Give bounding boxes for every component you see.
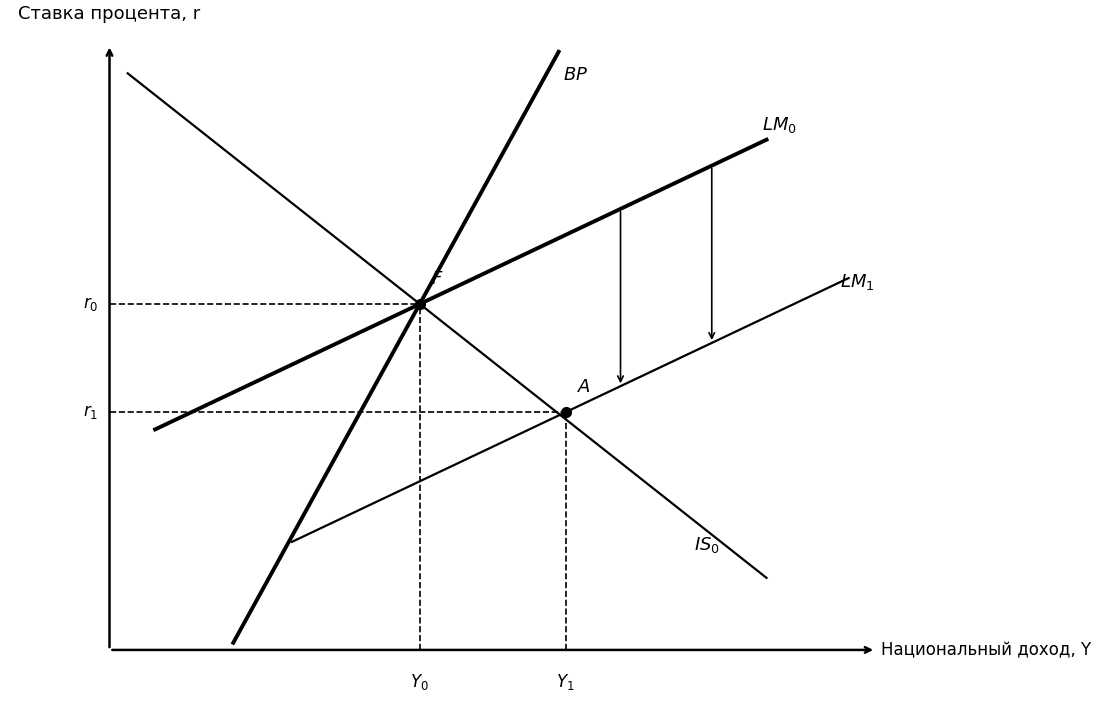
- Text: $IS_0$: $IS_0$: [694, 534, 719, 554]
- Text: Ставка процента, r: Ставка процента, r: [19, 5, 200, 23]
- Text: $r_0$: $r_0$: [83, 295, 98, 313]
- Text: $LM_1$: $LM_1$: [839, 272, 874, 292]
- Text: $A$: $A$: [577, 378, 590, 396]
- Text: $r_1$: $r_1$: [83, 403, 98, 421]
- Text: $BP$: $BP$: [563, 66, 588, 84]
- Text: $Y_0$: $Y_0$: [410, 671, 430, 692]
- Text: $Y_1$: $Y_1$: [556, 671, 575, 692]
- Text: Национальный доход, Y: Национальный доход, Y: [881, 641, 1091, 659]
- Text: $F$: $F$: [431, 270, 444, 288]
- Text: $LM_0$: $LM_0$: [762, 115, 797, 134]
